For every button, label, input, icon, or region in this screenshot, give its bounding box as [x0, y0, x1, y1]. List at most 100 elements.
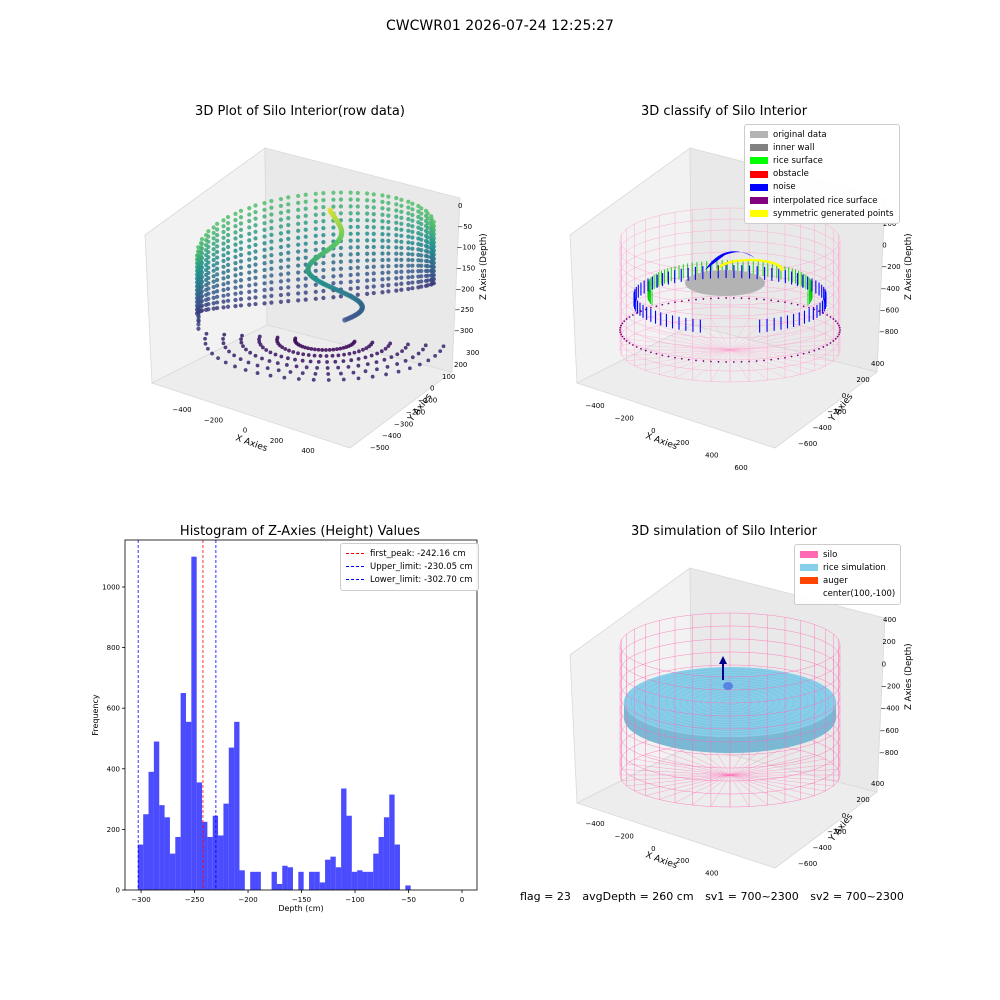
raw-wall-point [331, 295, 336, 300]
raw-wall-point [430, 222, 436, 228]
interpolated-point [838, 324, 840, 327]
raw-wall-point [321, 205, 326, 210]
raw-wall-point [338, 245, 344, 251]
silo-floor-spoke [729, 349, 834, 362]
interpolated-point [644, 349, 647, 352]
raw-wall-point [199, 284, 205, 289]
raw-floor-point [331, 347, 336, 352]
legend-swatch [800, 577, 818, 585]
raw-floor-point [204, 331, 209, 336]
raw-wall-point [419, 268, 424, 274]
raw-floor-point [282, 375, 287, 380]
raw-wall-point [247, 283, 252, 288]
raw-floor-point [257, 334, 262, 339]
silo-floor-spoke [729, 774, 786, 803]
raw-floor-point [318, 354, 323, 358]
silo-floor-spoke [626, 338, 731, 351]
raw-wall-point [355, 258, 360, 263]
raw-wall-point [380, 212, 385, 217]
raw-y-tick-label: 200 [454, 361, 467, 369]
raw-wall-point [355, 245, 360, 250]
raw-wall-point [206, 229, 211, 234]
interpolated-point [826, 344, 829, 346]
raw-wall-point [269, 198, 274, 204]
raw-wall-point [286, 250, 291, 255]
interpolated-point [620, 333, 622, 336]
histogram-bar [137, 844, 144, 890]
interpolated-point [619, 326, 622, 329]
raw-floor-point [227, 349, 231, 354]
silo-floor-spoke [634, 333, 731, 351]
legend-swatch [750, 197, 768, 205]
raw-wall-point [253, 236, 258, 241]
histogram-reference-lines [137, 540, 217, 890]
raw-wall-point [430, 226, 436, 231]
histogram-legend: first_peak: -242.16 cm Upper_limit: -230.… [340, 543, 479, 591]
raw-wall-point [233, 211, 238, 216]
histogram-bar [169, 853, 176, 890]
raw-wall-point [355, 211, 360, 216]
raw-wall-point [211, 279, 216, 284]
raw-wall-point [199, 270, 205, 275]
raw-floor-point [363, 369, 368, 374]
raw-wall-point [199, 289, 205, 294]
raw-wall-point [338, 280, 344, 285]
histogram-bar [378, 836, 384, 890]
histogram-x-tick-label: −200 [238, 896, 257, 904]
raw-wall-point [233, 242, 238, 247]
raw-wall-point [211, 230, 216, 236]
raw-wall-point [371, 244, 376, 250]
interpolated-point [802, 352, 805, 355]
raw-floor-point [309, 347, 314, 351]
legend-swatch [750, 157, 768, 165]
interpolated-point [619, 331, 622, 334]
raw-wall-point [419, 232, 424, 237]
raw-floor-point [356, 376, 361, 381]
raw-wall-point [206, 291, 211, 296]
raw-floor-point [232, 353, 237, 358]
raw-floor-point [375, 351, 380, 356]
raw-wall-point [313, 226, 318, 231]
raw-wall-point [371, 290, 376, 296]
legend-label: auger [823, 575, 848, 586]
simulation-y-tick-label: −400 [813, 844, 832, 852]
raw-wall-point [296, 193, 301, 199]
raw-wall-point [225, 238, 231, 244]
histogram-bar [298, 871, 304, 890]
raw-floor-point [221, 341, 226, 346]
classify-x-label: X Axies [644, 431, 679, 452]
raw-wall-point [296, 298, 301, 303]
raw-wall-point [365, 278, 370, 283]
raw-floor-point [324, 348, 328, 352]
raw-wall-point [371, 218, 376, 223]
raw-wall-point [286, 229, 291, 235]
raw-wall-point [416, 263, 421, 268]
raw-wall-point [225, 256, 231, 262]
histogram-y-label: Frequency [91, 694, 100, 736]
raw-wall-point [238, 297, 244, 302]
raw-floor-point [421, 347, 425, 352]
noise-cluster [705, 251, 755, 270]
raw-wall-point [269, 300, 274, 305]
raw-wall-point [365, 211, 370, 216]
raw-wall-point [247, 302, 252, 307]
raw-z-label: Z Axies (Depth) [479, 233, 489, 300]
raw-wall-point [262, 234, 267, 239]
raw-wall-point [215, 300, 220, 305]
raw-wall-point [394, 226, 399, 232]
raw-z-tick-label: −200 [455, 285, 474, 293]
raw-wall-point [406, 269, 411, 274]
raw-floor-point [386, 344, 391, 349]
raw-wall-point [419, 263, 424, 268]
raw-wall-point [221, 293, 226, 298]
raw-wall-point [269, 280, 274, 285]
raw-wall-point [225, 286, 231, 291]
raw-wall-point [211, 301, 216, 306]
raw-floor-point [243, 368, 248, 372]
legend-entry: inner wall [750, 141, 894, 154]
raw-floor-point [349, 358, 354, 363]
interpolated-point [808, 306, 811, 309]
raw-wall-point [233, 279, 238, 284]
raw-wall-point [430, 280, 436, 285]
